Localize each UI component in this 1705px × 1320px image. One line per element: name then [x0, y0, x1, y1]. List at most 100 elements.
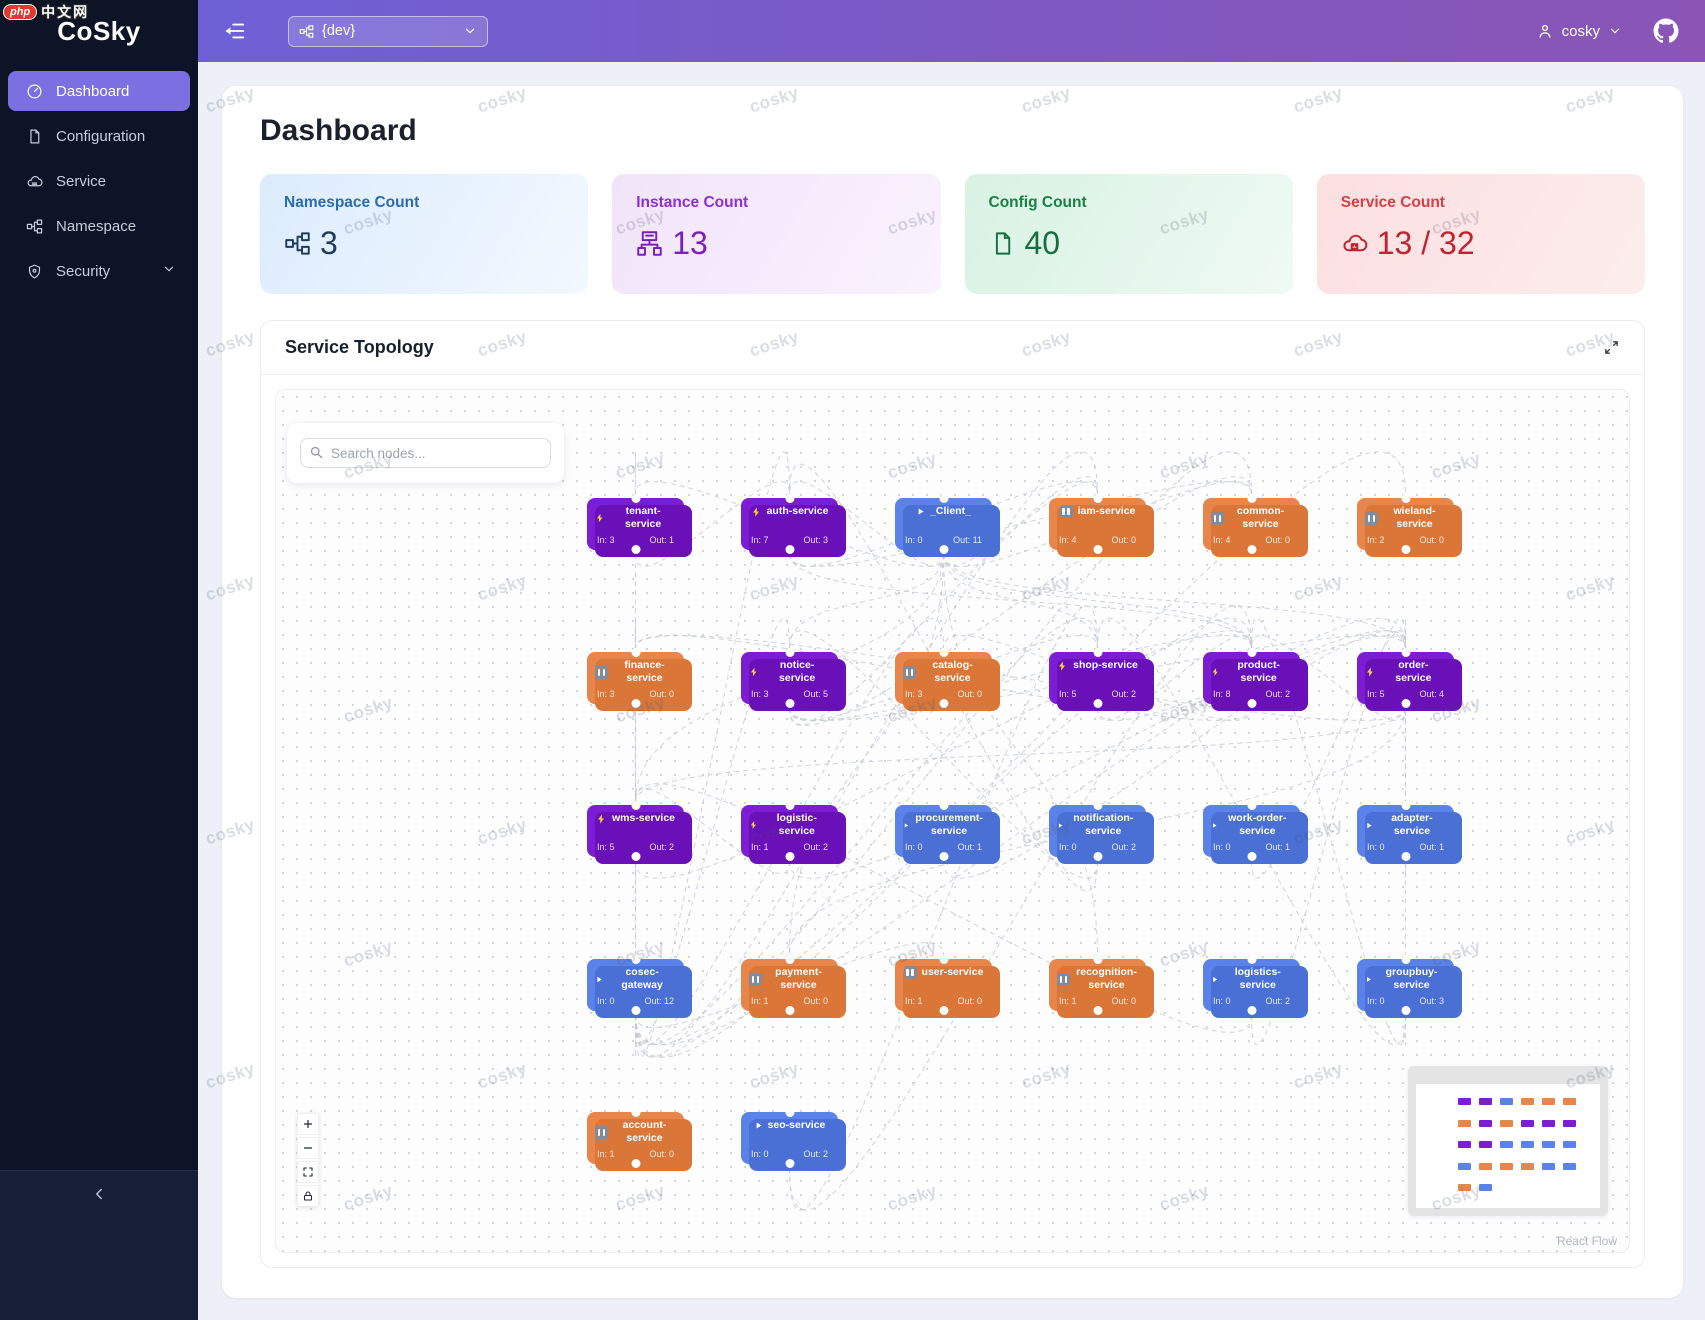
node-handle-bottom[interactable]	[785, 852, 794, 862]
zoom-in-button[interactable]	[297, 1113, 319, 1135]
node-handle-top[interactable]	[631, 648, 640, 657]
service-node-logistic-service[interactable]: logistic-service In: 1 Out: 2	[741, 801, 838, 862]
node-handle-top[interactable]	[785, 801, 794, 810]
service-node-notice-service[interactable]: notice-service In: 3 Out: 5	[741, 648, 838, 709]
service-node-iam-service[interactable]: iam-service In: 4 Out: 0	[1049, 494, 1146, 554]
fit-view-button[interactable]	[297, 1161, 319, 1183]
node-handle-top[interactable]	[939, 648, 948, 657]
node-handle-bottom[interactable]	[631, 1006, 640, 1016]
service-node-user-service[interactable]: user-service In: 1 Out: 0	[895, 955, 992, 1015]
node-handle-bottom[interactable]	[1247, 545, 1256, 555]
topology-canvas[interactable]: tenant-service In: 3 Out: 1 auth-service In:…	[275, 389, 1630, 1253]
node-handle-top[interactable]	[631, 1108, 640, 1117]
search-icon	[310, 446, 323, 459]
node-handle-bottom[interactable]	[631, 699, 640, 709]
node-handle-top[interactable]	[785, 1108, 794, 1117]
github-link[interactable]	[1653, 18, 1679, 44]
node-handle-top[interactable]	[1247, 648, 1256, 657]
node-handle-top[interactable]	[631, 494, 640, 503]
menu-fold-button[interactable]	[224, 18, 250, 44]
service-node-tenant-service[interactable]: tenant-service In: 3 Out: 1	[587, 494, 684, 555]
node-handle-top[interactable]	[1093, 494, 1102, 503]
node-handle-bottom[interactable]	[785, 1006, 794, 1016]
service-node-common-service[interactable]: common-service In: 4 Out: 0	[1203, 494, 1300, 555]
node-handle-top[interactable]	[1247, 955, 1256, 964]
expand-button[interactable]	[1603, 339, 1620, 356]
service-node-cosec-gateway[interactable]: cosec-gateway In: 0 Out: 12	[587, 955, 684, 1016]
node-handle-top[interactable]	[1247, 801, 1256, 810]
node-handle-top[interactable]	[631, 801, 640, 810]
service-node-product-service[interactable]: product-service In: 8 Out: 2	[1203, 648, 1300, 709]
node-handle-top[interactable]	[1247, 494, 1256, 503]
node-handle-top[interactable]	[1401, 648, 1410, 657]
sidebar-collapse-button[interactable]	[0, 1170, 198, 1320]
node-handle-top[interactable]	[631, 955, 640, 964]
service-node-seo-service[interactable]: seo-service In: 0 Out: 2	[741, 1108, 838, 1168]
zoom-out-button[interactable]	[297, 1137, 319, 1159]
search-nodes-input[interactable]	[300, 438, 551, 468]
node-handle-bottom[interactable]	[1093, 1006, 1102, 1016]
node-handle-bottom[interactable]	[1401, 852, 1410, 862]
node-handle-bottom[interactable]	[1093, 545, 1102, 554]
sidebar-item-namespace[interactable]: Namespace	[8, 206, 190, 246]
node-handle-top[interactable]	[939, 494, 948, 503]
service-node-recognition-service[interactable]: recognition-service In: 1 Out: 0	[1049, 955, 1146, 1016]
node-handle-top[interactable]	[1401, 801, 1410, 810]
node-handle-top[interactable]	[1093, 648, 1102, 657]
service-node-auth-service[interactable]: auth-service In: 7 Out: 3	[741, 494, 838, 554]
node-handle-bottom[interactable]	[939, 545, 948, 554]
namespace-selector[interactable]: {dev}	[288, 15, 488, 47]
node-handle-bottom[interactable]	[785, 699, 794, 709]
node-io-counts: In: 1 Out: 0	[905, 996, 982, 1006]
service-node-wieland-service[interactable]: wieland-service In: 2 Out: 0	[1357, 494, 1454, 555]
node-handle-bottom[interactable]	[631, 1159, 640, 1169]
node-handle-bottom[interactable]	[785, 1159, 794, 1168]
sidebar-item-configuration[interactable]: Configuration	[8, 116, 190, 156]
node-handle-top[interactable]	[1093, 955, 1102, 964]
service-node-adapter-service[interactable]: adapter-service In: 0 Out: 1	[1357, 801, 1454, 862]
node-handle-bottom[interactable]	[1247, 1006, 1256, 1016]
service-node-notification-service[interactable]: notification-service In: 0 Out: 2	[1049, 801, 1146, 862]
node-handle-bottom[interactable]	[1401, 545, 1410, 555]
node-handle-bottom[interactable]	[1247, 852, 1256, 862]
node-handle-bottom[interactable]	[939, 699, 948, 709]
service-node-catalog-service[interactable]: catalog-service In: 3 Out: 0	[895, 648, 992, 709]
service-node-wms-service[interactable]: wms-service In: 5 Out: 2	[587, 801, 684, 861]
node-handle-bottom[interactable]	[939, 1006, 948, 1015]
node-handle-top[interactable]	[1401, 955, 1410, 964]
node-handle-top[interactable]	[785, 648, 794, 657]
minimap[interactable]	[1408, 1066, 1608, 1216]
node-handle-bottom[interactable]	[785, 545, 794, 554]
node-handle-bottom[interactable]	[1401, 699, 1410, 709]
node-handle-bottom[interactable]	[1401, 1006, 1410, 1016]
service-node-work-order-service[interactable]: work-order-service In: 0 Out: 1	[1203, 801, 1300, 862]
node-handle-bottom[interactable]	[1093, 699, 1102, 708]
stat-label: Instance Count	[636, 194, 749, 211]
service-node-finance-service[interactable]: finance-service In: 3 Out: 0	[587, 648, 684, 709]
sidebar-item-service[interactable]: Service	[8, 161, 190, 201]
node-handle-bottom[interactable]	[631, 852, 640, 861]
sidebar-item-security[interactable]: Security	[8, 251, 190, 291]
node-handle-top[interactable]	[785, 955, 794, 964]
service-node-_Client_[interactable]: _Client_ In: 0 Out: 11	[895, 494, 992, 554]
lock-button[interactable]	[297, 1185, 319, 1207]
node-handle-top[interactable]	[1401, 494, 1410, 503]
service-node-groupbuy-service[interactable]: groupbuy-service In: 0 Out: 3	[1357, 955, 1454, 1016]
node-handle-top[interactable]	[939, 801, 948, 810]
service-node-payment-service[interactable]: payment-service In: 1 Out: 0	[741, 955, 838, 1016]
node-handle-top[interactable]	[1093, 801, 1102, 810]
node-handle-bottom[interactable]	[939, 852, 948, 862]
node-handle-bottom[interactable]	[1247, 699, 1256, 709]
service-node-logistics-service[interactable]: logistics-service In: 0 Out: 2	[1203, 955, 1300, 1016]
service-node-order-service[interactable]: order-service In: 5 Out: 4	[1357, 648, 1454, 709]
node-handle-top[interactable]	[785, 494, 794, 503]
node-handle-bottom[interactable]	[1093, 852, 1102, 862]
node-handle-top[interactable]	[939, 955, 948, 964]
sidebar-item-dashboard[interactable]: Dashboard	[8, 71, 190, 111]
node-handle-bottom[interactable]	[631, 545, 640, 555]
service-node-procurement-service[interactable]: procurement-service In: 0 Out: 1	[895, 801, 992, 862]
pause-icon	[1211, 511, 1224, 525]
service-node-shop-service[interactable]: shop-service In: 5 Out: 2	[1049, 648, 1146, 708]
user-menu[interactable]: cosky	[1536, 22, 1622, 40]
service-node-account-service[interactable]: account-service In: 1 Out: 0	[587, 1108, 684, 1169]
